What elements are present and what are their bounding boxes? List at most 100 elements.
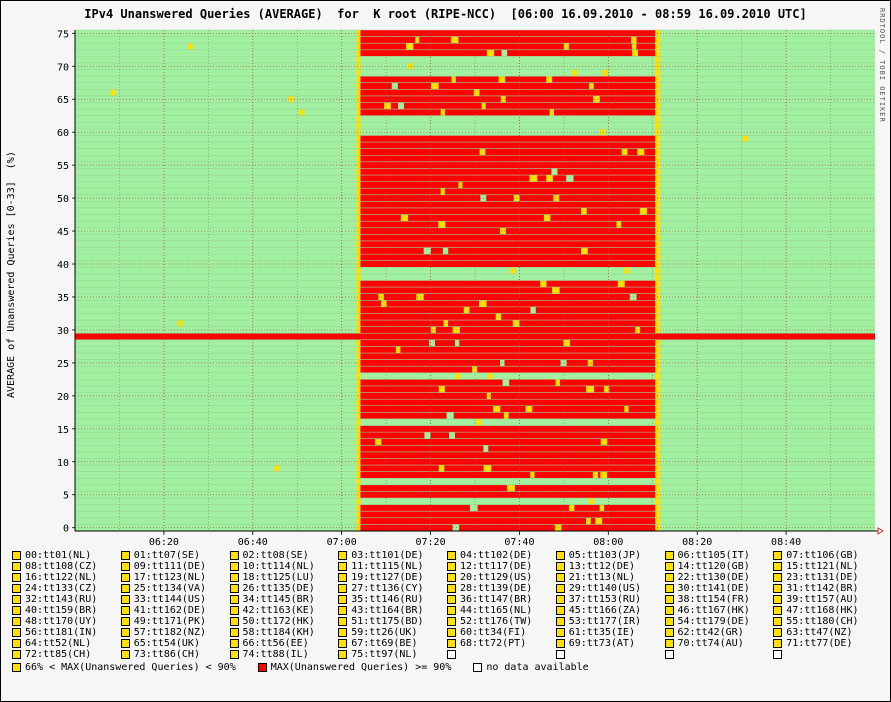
heatmap-cell bbox=[549, 109, 554, 116]
legend-item: 28:tt139(DE) bbox=[447, 583, 556, 594]
legend-swatch bbox=[229, 639, 239, 648]
legend-label: 30:tt141(DE) bbox=[677, 583, 750, 594]
legend-item: 29:tt140(US) bbox=[555, 583, 665, 594]
legend-label: 71:tt77(DE) bbox=[786, 638, 853, 649]
heatmap-cell bbox=[356, 76, 361, 83]
legend-item: 48:tt170(UY) bbox=[12, 616, 121, 627]
heatmap-cell bbox=[655, 432, 661, 439]
legend-label: 16:tt122(NL) bbox=[25, 572, 98, 583]
legend-label: 43:tt164(BR) bbox=[351, 605, 424, 616]
x-tick-label: 08:40 bbox=[771, 537, 801, 548]
legend-swatch bbox=[229, 617, 239, 626]
legend-swatch bbox=[338, 551, 348, 560]
heatmap-cell bbox=[655, 366, 661, 373]
heatmap-cell bbox=[356, 287, 361, 294]
heatmap-cell bbox=[356, 260, 361, 268]
legend-swatch bbox=[12, 650, 21, 659]
heatmap-cell bbox=[356, 366, 361, 373]
legend-label: 23:tt131(DE) bbox=[786, 572, 859, 583]
heatmap-cell bbox=[356, 399, 361, 406]
heatmap-cell bbox=[530, 306, 536, 314]
legend-label: 32:tt143(RU) bbox=[25, 594, 98, 605]
legend-swatch bbox=[12, 628, 21, 637]
heatmap-cell bbox=[360, 280, 658, 288]
legend-item: 11:tt115(NL) bbox=[338, 561, 447, 572]
heatmap-cell bbox=[655, 399, 661, 406]
legend-item: 62:tt42(GR) bbox=[664, 627, 774, 638]
heatmap-cell bbox=[356, 484, 361, 492]
heatmap-cell bbox=[655, 465, 661, 472]
legend-swatch bbox=[447, 639, 456, 648]
heatmap-cell bbox=[360, 320, 658, 327]
heatmap-cell bbox=[507, 484, 515, 492]
heatmap-cell bbox=[356, 418, 361, 426]
legend-swatch bbox=[447, 617, 456, 626]
legend-label: 44:tt165(NL) bbox=[460, 605, 533, 616]
legend-label: 74:tt88(IL) bbox=[242, 649, 309, 660]
heatmap-cell bbox=[495, 313, 502, 321]
heatmap-cell bbox=[586, 517, 591, 525]
legend-label: 10:tt114(NL) bbox=[242, 561, 315, 572]
heatmap-cell bbox=[655, 511, 661, 518]
legend-swatch bbox=[120, 595, 130, 604]
heatmap-cell bbox=[540, 280, 547, 288]
heatmap-cell bbox=[356, 339, 361, 347]
heatmap-cell bbox=[546, 76, 553, 83]
heatmap-cell bbox=[655, 76, 661, 83]
legend-swatch bbox=[555, 628, 565, 637]
heatmap-cell bbox=[423, 247, 432, 255]
legend-swatch bbox=[447, 562, 456, 571]
heatmap-cell bbox=[446, 412, 454, 419]
legend-label: 11:tt115(NL) bbox=[351, 561, 424, 572]
legend-item: 61:tt35(IE) bbox=[555, 627, 665, 638]
x-tick-label: 06:20 bbox=[149, 537, 179, 548]
heatmap-cell bbox=[356, 320, 361, 327]
y-tick-label: 50 bbox=[57, 194, 69, 205]
legend-swatch bbox=[664, 628, 674, 637]
heatmap-cell bbox=[631, 43, 637, 50]
heatmap-cell bbox=[655, 300, 661, 307]
heatmap-cell bbox=[356, 214, 361, 222]
legend-label: 38:tt154(FR) bbox=[677, 594, 750, 605]
heatmap-cell bbox=[375, 438, 382, 446]
legend-row: 48:tt170(UY) 49:tt171(PK) 50:tt172(HK) 51:t… bbox=[12, 616, 882, 627]
legend-label: 27:tt136(CY) bbox=[351, 583, 424, 594]
heatmap-cell bbox=[398, 102, 404, 110]
heatmap-cell bbox=[360, 300, 658, 307]
heatmap-cell bbox=[602, 69, 608, 77]
heatmap-cell bbox=[356, 300, 361, 307]
legend-swatch bbox=[229, 606, 239, 615]
heatmap-cell bbox=[655, 287, 661, 294]
heatmap-cell bbox=[655, 115, 661, 123]
legend-row: 40:tt159(BR) 41:tt162(DE) 42:tt163(KE) 43:t… bbox=[12, 605, 882, 616]
heatmap-cell bbox=[617, 280, 625, 288]
legend-swatch bbox=[447, 628, 456, 637]
legend-item: 65:tt54(UK) bbox=[120, 638, 230, 649]
heatmap-cell bbox=[356, 445, 361, 452]
heatmap-cell bbox=[360, 412, 658, 419]
legend-item: 17:tt123(NL) bbox=[120, 572, 230, 583]
heatmap-cell bbox=[498, 76, 506, 83]
heatmap-cell bbox=[553, 194, 560, 202]
legend-label: 09:tt111(DE) bbox=[133, 561, 206, 572]
legend-swatch bbox=[229, 573, 239, 582]
heatmap-cell bbox=[356, 326, 361, 334]
legend-swatch bbox=[229, 595, 239, 604]
legend-item: 05:tt103(JP) bbox=[555, 550, 665, 561]
heatmap-cell bbox=[624, 405, 629, 413]
heatmap-cell bbox=[463, 306, 470, 314]
key-swatch bbox=[257, 662, 267, 672]
legend-item bbox=[773, 649, 882, 660]
legend-label: 25:tt134(VA) bbox=[133, 583, 206, 594]
heatmap-cell bbox=[360, 353, 658, 360]
heatmap-cell bbox=[356, 82, 361, 90]
heatmap-cell bbox=[655, 320, 661, 327]
legend-item: 27:tt136(CY) bbox=[338, 583, 447, 594]
heatmap-cell bbox=[360, 109, 658, 116]
heatmap-cell bbox=[356, 478, 361, 485]
legend-item: 37:tt153(RU) bbox=[555, 594, 665, 605]
legend-label: 49:tt171(PK) bbox=[133, 616, 206, 627]
legend-swatch bbox=[447, 551, 456, 560]
legend-item: 03:tt101(DE) bbox=[338, 550, 447, 561]
heatmap-cell bbox=[655, 207, 661, 215]
